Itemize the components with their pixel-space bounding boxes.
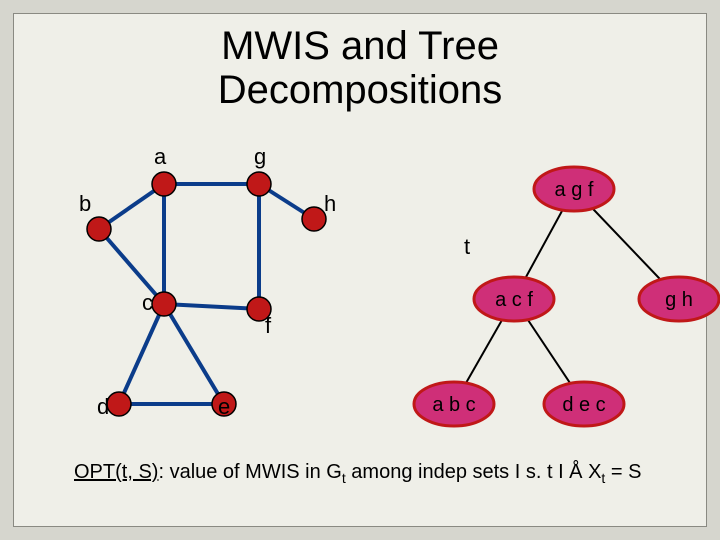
tree-t-label: t (464, 234, 470, 259)
tree-label-dec: d e c (562, 394, 605, 416)
graph-edge (119, 304, 164, 404)
tree-label-abc: a b c (432, 394, 475, 416)
graph-edge (164, 304, 259, 309)
tree-label-acf: a c f (495, 289, 533, 311)
formula-prefix: OPT(t, S) (74, 461, 158, 483)
graph-label-d: d (97, 394, 109, 419)
graph-node-b (87, 217, 111, 241)
tree-label-agf: a g f (555, 179, 594, 201)
graph-label-a: a (154, 144, 167, 169)
graph-label-c: c (142, 290, 153, 315)
formula-text2: among indep sets I s. t I Å X (346, 461, 602, 483)
graph-node-d (107, 392, 131, 416)
graph-label-g: g (254, 144, 266, 169)
formula: OPT(t, S): value of MWIS in Gt among ind… (74, 461, 641, 486)
graph-node-g (247, 172, 271, 196)
tree-label-gh: g h (665, 289, 693, 311)
graph-edge (164, 304, 224, 404)
formula-text3: = S (605, 461, 641, 483)
graph-label-f: f (265, 313, 272, 338)
graph-node-c (152, 292, 176, 316)
graph-label-h: h (324, 191, 336, 216)
formula-text1: : value of MWIS in G (158, 461, 341, 483)
graph-edge (99, 229, 164, 304)
graph-label-b: b (79, 191, 91, 216)
graph-label-e: e (218, 394, 230, 419)
slide: MWIS and Tree Decompositions agbhcfdea g… (0, 0, 720, 540)
graph-node-a (152, 172, 176, 196)
graph-node-h (302, 207, 326, 231)
